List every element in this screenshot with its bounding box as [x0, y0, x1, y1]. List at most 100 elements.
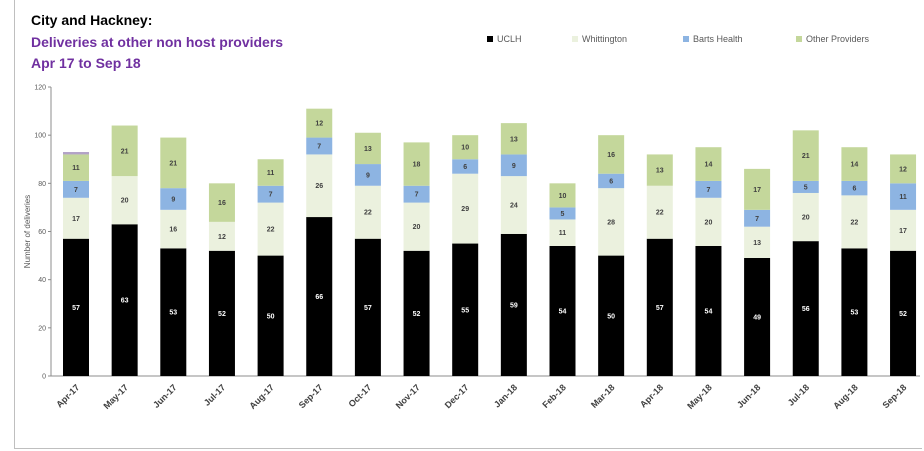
bar-segment-other-providers — [160, 137, 187, 189]
x-tick-label: Jun-18 — [735, 382, 763, 410]
data-label-uclh: 55 — [461, 307, 469, 314]
data-label-other-providers: 17 — [753, 187, 761, 194]
bar-segment-uclh — [646, 238, 673, 376]
x-tick-label: Jul-17 — [202, 382, 227, 407]
data-label-other-providers: 13 — [656, 168, 664, 175]
x-tick-label: Jan-18 — [492, 382, 519, 409]
bar-segment-uclh — [306, 217, 333, 376]
bar-segment-barts-health — [452, 159, 479, 174]
x-tick-label: Apr-18 — [638, 382, 665, 409]
data-label-barts-health: 7 — [269, 192, 273, 199]
data-label-whittington: 20 — [705, 219, 713, 226]
bar-segment-barts-health — [598, 173, 625, 189]
bar-segment-whittington — [792, 192, 819, 242]
bar-segment-barts-health — [744, 209, 771, 227]
chart-frame — [14, 0, 922, 449]
bar-segment-whittington — [63, 197, 89, 239]
data-label-other-providers: 21 — [169, 160, 177, 167]
x-tick-label: Apr-17 — [54, 382, 81, 409]
x-tick-label: Sep-18 — [881, 382, 909, 410]
data-label-barts-health: 6 — [463, 164, 467, 171]
bar-segment-other-providers — [695, 147, 722, 181]
bar-segment-barts-health — [257, 185, 284, 203]
data-label-other-providers: 14 — [705, 162, 713, 169]
data-label-uclh: 63 — [121, 298, 129, 305]
data-label-barts-health: 5 — [561, 211, 565, 218]
bar-segment-uclh — [160, 248, 187, 376]
y-tick-label: 100 — [34, 133, 46, 140]
data-label-other-providers: 21 — [802, 153, 810, 160]
bar-segment-whittington — [257, 202, 284, 256]
data-label-uclh: 52 — [413, 311, 421, 318]
bar-segment-other-providers — [890, 154, 917, 184]
data-label-barts-health: 11 — [899, 194, 907, 201]
legend-label-barts-health: Barts Health — [693, 34, 743, 44]
data-label-barts-health: 9 — [366, 172, 370, 179]
data-label-barts-health: 6 — [852, 186, 856, 193]
bar-segment-whittington — [403, 202, 430, 251]
data-label-barts-health: 7 — [706, 187, 710, 194]
data-label-uclh: 52 — [899, 311, 907, 318]
legend-item-other-providers: Other Providers — [796, 34, 869, 44]
data-label-uclh: 66 — [315, 294, 323, 301]
data-label-other-providers: 21 — [121, 148, 129, 155]
data-label-barts-health: 7 — [317, 144, 321, 151]
data-label-whittington: 26 — [315, 183, 323, 190]
bar-segment-barts-health — [695, 180, 722, 198]
bar-segment-whittington — [549, 219, 576, 246]
y-axis-label: Number of deliveries — [23, 195, 32, 268]
x-tick-label: Mar-18 — [589, 382, 617, 410]
data-label-barts-health: 9 — [171, 196, 175, 203]
data-label-whittington: 20 — [413, 224, 421, 231]
data-label-other-providers: 13 — [364, 146, 372, 153]
bar-segment-uclh — [792, 241, 819, 376]
data-label-other-providers: 16 — [607, 152, 615, 159]
bar-segment-uclh — [257, 255, 284, 376]
bar-segment-whittington — [111, 176, 138, 225]
data-label-other-providers: 14 — [851, 162, 859, 169]
x-tick-label: Jun-17 — [151, 382, 179, 410]
data-label-uclh: 57 — [656, 305, 664, 312]
bar-segment-other-providers — [549, 183, 576, 208]
bar-segment-whittington — [354, 185, 381, 239]
chart-subtitle: Deliveries at other non host providers — [31, 34, 284, 50]
bar-segment-other-providers — [208, 183, 235, 222]
bar-segment-uclh — [403, 250, 430, 376]
legend-label-whittington: Whittington — [582, 34, 628, 44]
bar-segment-whittington — [598, 188, 625, 256]
bar-segment-whittington — [646, 185, 673, 239]
data-label-other-providers: 11 — [267, 170, 275, 177]
bar-segment-whittington — [452, 173, 479, 244]
bar-segment-other-providers — [403, 142, 430, 186]
chart-date-range: Apr 17 to Sep 18 — [31, 55, 141, 71]
legend-item-uclh: UCLH — [487, 34, 522, 44]
data-label-other-providers: 12 — [315, 121, 323, 128]
legend-swatch-uclh — [487, 36, 493, 42]
data-label-whittington: 22 — [364, 210, 372, 217]
data-label-barts-health: 7 — [415, 192, 419, 199]
data-label-whittington: 20 — [121, 198, 129, 205]
x-tick-label: Aug-17 — [247, 382, 276, 411]
bar-segment-other-providers — [354, 132, 381, 165]
bar-segment-whittington — [695, 197, 722, 246]
x-tick-label: Sep-17 — [297, 382, 325, 410]
bar-segment-other — [63, 152, 89, 155]
legend-swatch-barts-health — [683, 36, 689, 42]
data-label-other-providers: 10 — [559, 193, 567, 200]
bar-segment-other-providers — [306, 108, 333, 138]
legend-swatch-whittington — [572, 36, 578, 42]
bar-segment-barts-health — [841, 180, 868, 196]
bar-segment-uclh — [598, 255, 625, 376]
bar-segment-uclh — [890, 250, 917, 376]
x-tick-label: Nov-17 — [394, 382, 422, 410]
data-label-other-providers: 13 — [510, 136, 518, 143]
bar-segment-other-providers — [744, 168, 771, 210]
data-label-whittington: 22 — [267, 227, 275, 234]
data-label-whittington: 12 — [218, 234, 226, 241]
bar-segment-whittington — [306, 154, 333, 218]
data-label-uclh: 50 — [607, 313, 615, 320]
x-tick-label: Feb-18 — [540, 382, 568, 410]
chart-title: City and Hackney: — [31, 12, 153, 28]
data-label-whittington: 24 — [510, 203, 518, 210]
